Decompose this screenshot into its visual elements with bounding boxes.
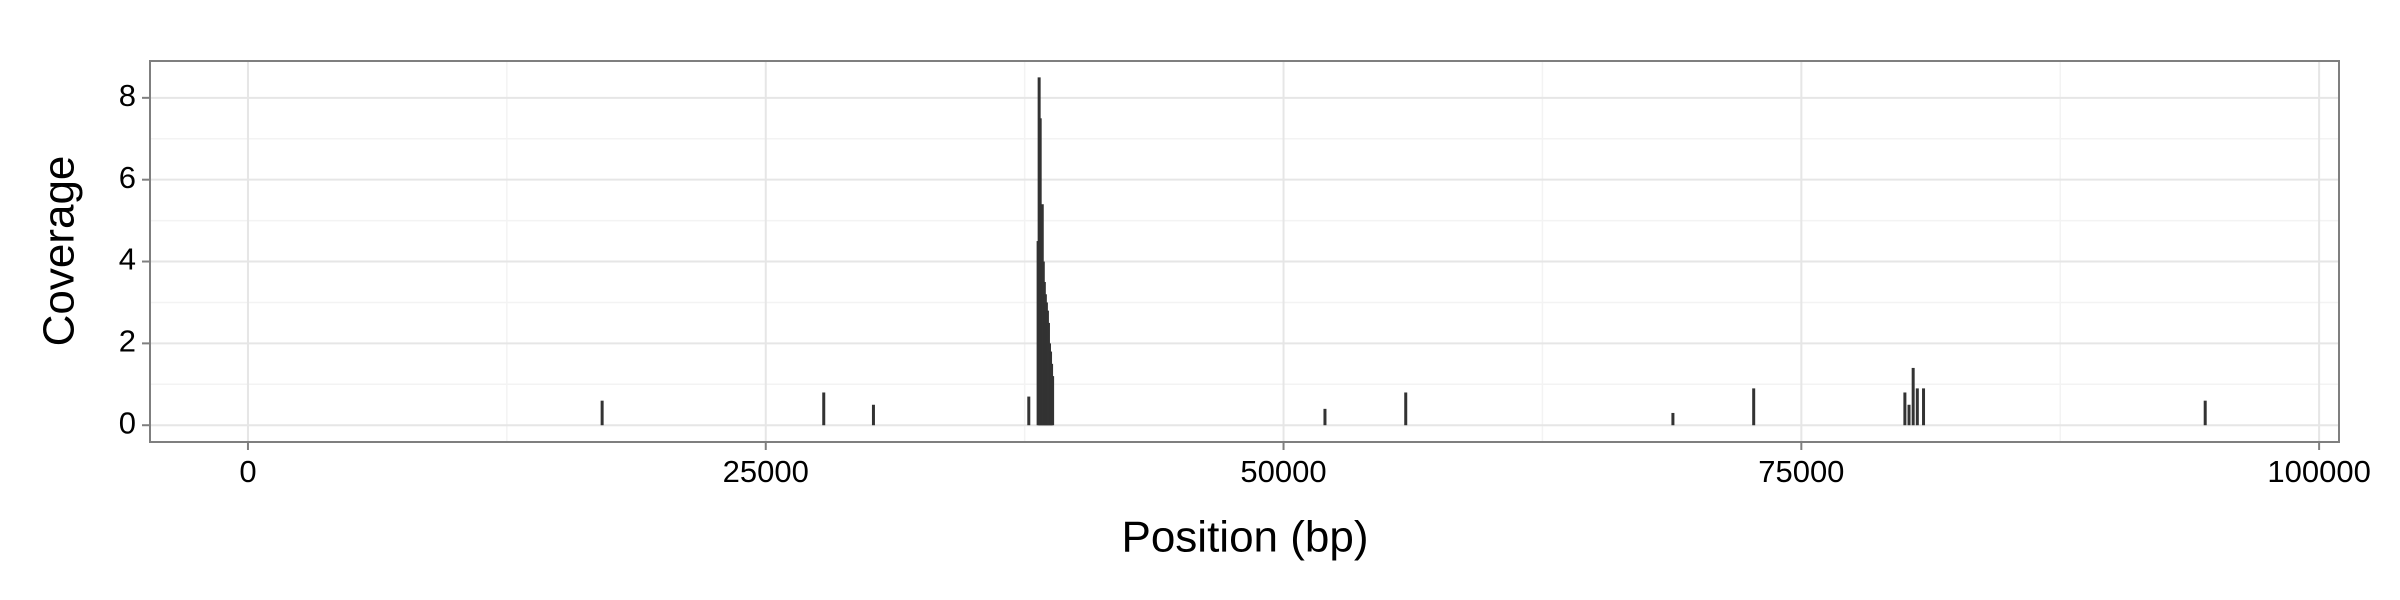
bar xyxy=(871,404,875,426)
bar xyxy=(1027,396,1031,426)
y-tick-label: 6 xyxy=(119,160,136,195)
bar xyxy=(600,400,604,426)
bar xyxy=(2203,400,2207,426)
bar xyxy=(1915,388,1919,426)
y-axis-title: Coverage xyxy=(35,156,84,347)
bar xyxy=(1911,367,1915,426)
y-tick-label: 8 xyxy=(119,78,136,113)
x-tick-label: 100000 xyxy=(2267,454,2370,489)
bar xyxy=(1051,376,1055,426)
x-tick-label: 50000 xyxy=(1240,454,1326,489)
x-axis-title: Position (bp) xyxy=(1121,513,1368,562)
bar xyxy=(1404,392,1408,426)
y-tick-label: 2 xyxy=(119,324,136,359)
bar xyxy=(1907,404,1911,426)
panel-border xyxy=(149,60,2340,443)
bar xyxy=(822,392,826,426)
x-tick-label: 75000 xyxy=(1758,454,1844,489)
bar xyxy=(1752,388,1756,426)
bar xyxy=(1922,388,1926,426)
bar xyxy=(1323,408,1327,426)
y-tick-label: 4 xyxy=(119,242,136,277)
y-tick-label: 0 xyxy=(119,405,136,440)
x-tick-label: 0 xyxy=(239,454,256,489)
panel xyxy=(150,61,2339,442)
bar xyxy=(1903,392,1907,426)
x-tick-label: 25000 xyxy=(723,454,809,489)
bar xyxy=(1671,412,1675,426)
